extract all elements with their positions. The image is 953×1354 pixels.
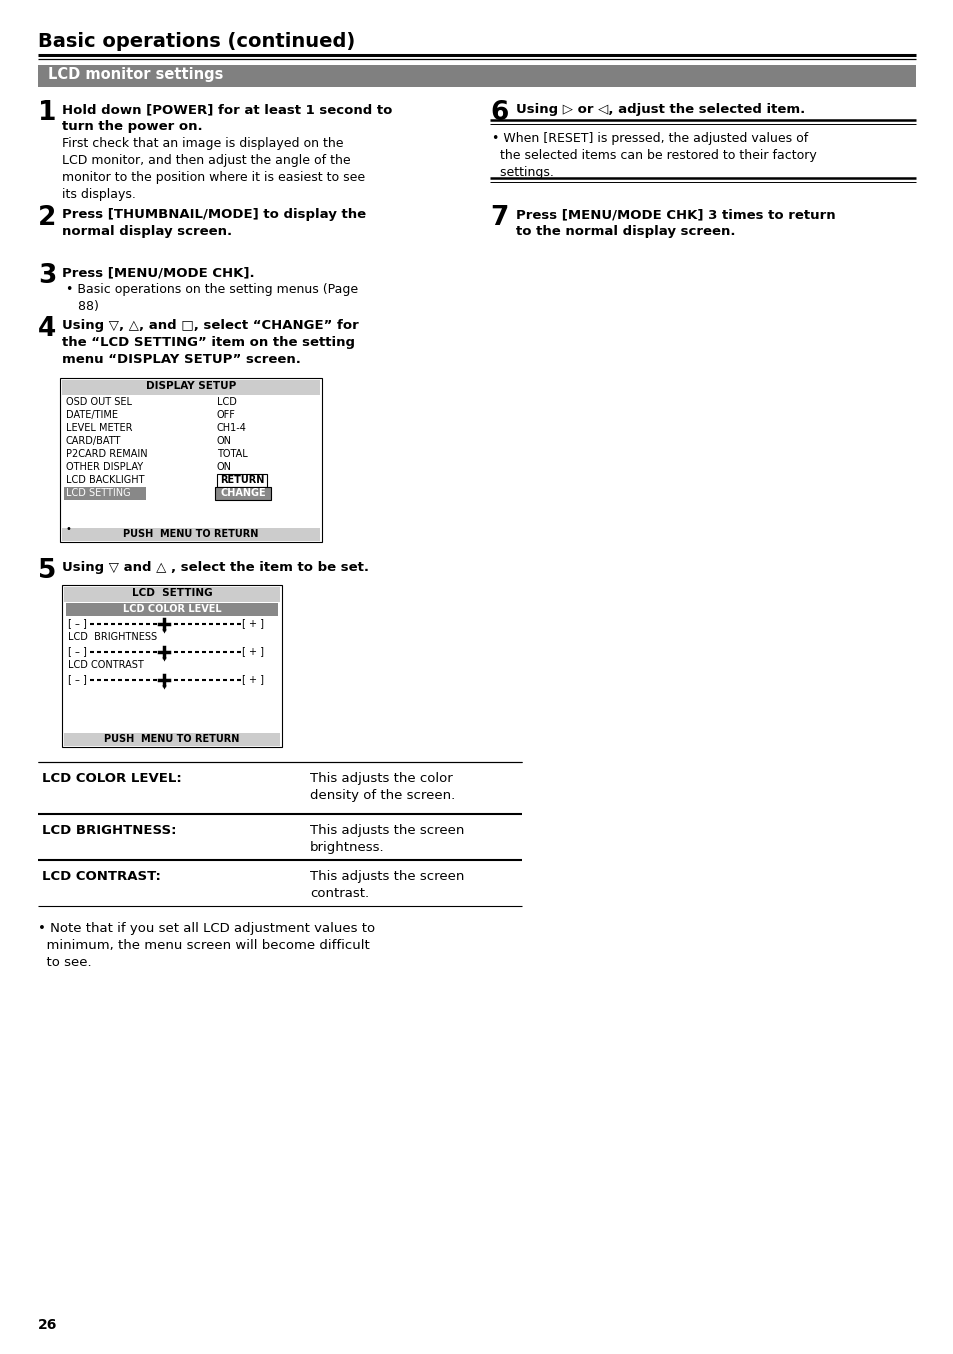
Text: 5: 5 <box>38 558 56 584</box>
Text: [ + ]: [ + ] <box>242 646 264 655</box>
Bar <box>216 474 267 487</box>
Text: Hold down [POWER] for at least 1 second to
turn the power on.: Hold down [POWER] for at least 1 second … <box>62 103 392 133</box>
Text: Using ▽, △, and □, select “CHANGE” for
the “LCD SETTING” item on the setting
men: Using ▽, △, and □, select “CHANGE” for t… <box>62 320 358 366</box>
Text: [ – ]: [ – ] <box>68 617 87 628</box>
Text: RETURN: RETURN <box>219 475 264 485</box>
Text: LEVEL METER: LEVEL METER <box>66 422 132 433</box>
Bar <box>64 733 280 746</box>
Text: LCD  BRIGHTNESS: LCD BRIGHTNESS <box>68 632 157 642</box>
Text: LCD CONTRAST: LCD CONTRAST <box>68 659 144 670</box>
Text: DISPLAY SETUP: DISPLAY SETUP <box>146 380 236 391</box>
Text: LCD BACKLIGHT: LCD BACKLIGHT <box>66 475 144 485</box>
Text: P2CARD REMAIN: P2CARD REMAIN <box>66 450 148 459</box>
Text: OFF: OFF <box>216 410 235 420</box>
Text: CARD/BATT: CARD/BATT <box>66 436 121 445</box>
Text: This adjusts the color
density of the screen.: This adjusts the color density of the sc… <box>310 772 455 802</box>
Text: ON: ON <box>216 462 232 473</box>
Bar <box>62 380 319 395</box>
Text: LCD SETTING: LCD SETTING <box>66 487 131 498</box>
Text: PUSH  MENU TO RETURN: PUSH MENU TO RETURN <box>123 529 258 539</box>
Text: [ + ]: [ + ] <box>242 674 264 684</box>
Text: OSD OUT SEL: OSD OUT SEL <box>66 397 132 408</box>
Text: LCD  SETTING: LCD SETTING <box>132 588 213 598</box>
Text: 26: 26 <box>38 1317 57 1332</box>
Text: • Note that if you set all LCD adjustment values to
  minimum, the menu screen w: • Note that if you set all LCD adjustmen… <box>38 922 375 969</box>
Text: Press [THUMBNAIL/MODE] to display the
normal display screen.: Press [THUMBNAIL/MODE] to display the no… <box>62 209 366 238</box>
Bar <box>60 378 322 542</box>
Text: CHANGE: CHANGE <box>220 487 266 498</box>
Text: Basic operations (continued): Basic operations (continued) <box>38 32 355 51</box>
Text: This adjusts the screen
contrast.: This adjusts the screen contrast. <box>310 871 464 900</box>
Text: LCD monitor settings: LCD monitor settings <box>48 66 223 83</box>
Text: LCD COLOR LEVEL: LCD COLOR LEVEL <box>123 604 221 613</box>
Text: 4: 4 <box>38 315 56 343</box>
Text: Using ▽ and △ , select the item to be set.: Using ▽ and △ , select the item to be se… <box>62 561 369 574</box>
Text: OTHER DISPLAY: OTHER DISPLAY <box>66 462 143 473</box>
Text: [ – ]: [ – ] <box>68 674 87 684</box>
Text: DATE/TIME: DATE/TIME <box>66 410 118 420</box>
Bar <box>64 588 280 603</box>
Text: 1: 1 <box>38 100 56 126</box>
Text: 2: 2 <box>38 204 56 232</box>
Text: Using ▷ or ◁, adjust the selected item.: Using ▷ or ◁, adjust the selected item. <box>516 103 804 116</box>
Text: ON: ON <box>216 436 232 445</box>
Text: • Basic operations on the setting menus (Page
   88): • Basic operations on the setting menus … <box>66 283 357 313</box>
Text: 7: 7 <box>490 204 508 232</box>
Bar <box>62 528 319 542</box>
Text: • When [RESET] is pressed, the adjusted values of
  the selected items can be re: • When [RESET] is pressed, the adjusted … <box>492 131 816 179</box>
Text: CH1-4: CH1-4 <box>216 422 247 433</box>
Text: LCD COLOR LEVEL:: LCD COLOR LEVEL: <box>42 772 182 785</box>
Text: LCD BRIGHTNESS:: LCD BRIGHTNESS: <box>42 825 176 837</box>
Bar <box>64 487 146 500</box>
Text: 6: 6 <box>490 100 508 126</box>
Text: LCD: LCD <box>216 397 236 408</box>
Bar <box>62 585 282 747</box>
Text: [ – ]: [ – ] <box>68 646 87 655</box>
Text: First check that an image is displayed on the
LCD monitor, and then adjust the a: First check that an image is displayed o… <box>62 137 365 200</box>
Text: Press [MENU/MODE CHK].: Press [MENU/MODE CHK]. <box>62 265 254 279</box>
Text: LCD CONTRAST:: LCD CONTRAST: <box>42 871 161 883</box>
Bar <box>66 603 277 616</box>
Text: This adjusts the screen
brightness.: This adjusts the screen brightness. <box>310 825 464 854</box>
Text: TOTAL: TOTAL <box>216 450 248 459</box>
Text: PUSH  MENU TO RETURN: PUSH MENU TO RETURN <box>104 734 239 743</box>
Text: [ + ]: [ + ] <box>242 617 264 628</box>
Text: •: • <box>66 524 71 533</box>
Bar <box>38 65 915 87</box>
Text: 3: 3 <box>38 263 56 288</box>
Text: Press [MENU/MODE CHK] 3 times to return
to the normal display screen.: Press [MENU/MODE CHK] 3 times to return … <box>516 209 835 238</box>
Bar <box>214 487 271 500</box>
